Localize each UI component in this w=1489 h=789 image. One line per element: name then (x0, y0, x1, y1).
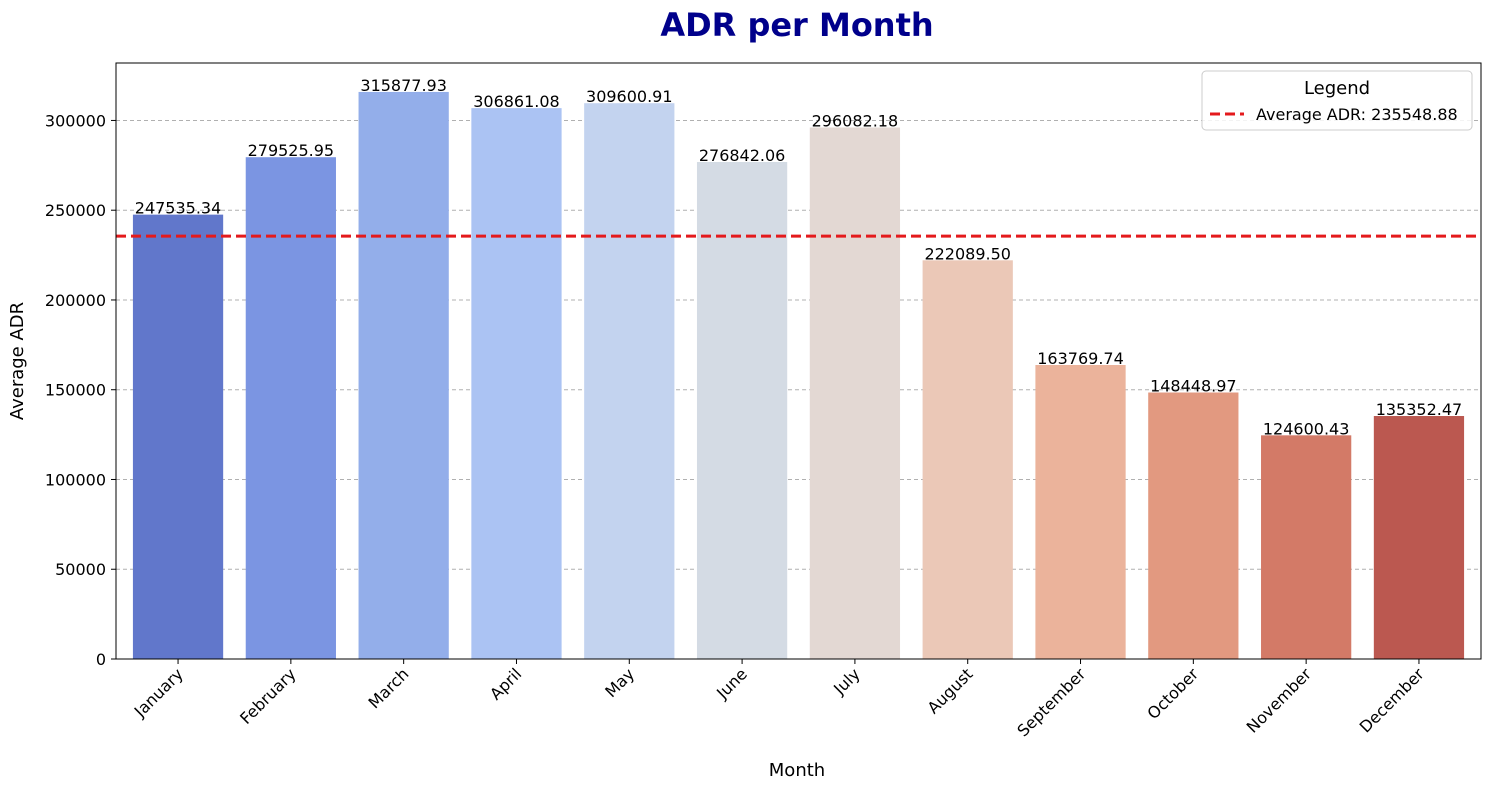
legend-entry-label: Average ADR: 235548.88 (1256, 105, 1458, 124)
y-tick-label: 200000 (45, 291, 106, 310)
y-tick-label: 300000 (45, 111, 106, 130)
bar (1261, 435, 1352, 659)
y-tick-label: 0 (96, 650, 106, 669)
x-tick-label: November (1243, 664, 1316, 737)
data-label: 276842.06 (699, 146, 786, 165)
data-label: 135352.47 (1376, 400, 1463, 419)
x-tick-label: July (829, 664, 863, 698)
x-tick-label: April (486, 664, 525, 703)
bar (922, 260, 1013, 659)
data-label: 222089.50 (924, 244, 1011, 263)
bar (471, 108, 562, 659)
x-tick-label: September (1013, 664, 1089, 740)
bar (245, 157, 336, 659)
legend-box (1201, 70, 1473, 131)
x-tick-label: October (1143, 664, 1202, 723)
y-tick-label: 150000 (45, 381, 106, 400)
data-label: 124600.43 (1263, 419, 1350, 438)
x-tick-label: January (130, 664, 187, 721)
data-label: 309600.91 (586, 87, 673, 106)
bar (809, 127, 901, 659)
x-tick-label: February (236, 664, 300, 728)
bar (696, 162, 788, 659)
y-tick-label: 100000 (45, 470, 106, 489)
bar (1373, 416, 1465, 659)
chart-title: ADR per Month (660, 6, 933, 44)
data-label: 315877.93 (360, 76, 447, 95)
x-tick-label: June (712, 664, 751, 703)
legend-title: Legend (1304, 78, 1370, 99)
grid-lines (116, 119, 1481, 570)
bar (1148, 392, 1239, 659)
data-labels: 247535.34 279525.95 315877.93 306861.08 3096… (135, 76, 1462, 438)
y-tick-label: 50000 (55, 560, 106, 579)
x-tick-label: March (365, 664, 413, 712)
legend: Legend Average ADR: 235548.88 (1201, 70, 1473, 131)
plot-frame (115, 62, 1482, 660)
y-axis-ticks: 0 50000 100000 150000 200000 250000 300000 (45, 111, 116, 669)
bar (132, 214, 224, 659)
x-axis-ticks: January February March April May June July Augu… (130, 659, 1428, 740)
data-label: 163769.74 (1037, 349, 1124, 368)
data-label: 296082.18 (812, 111, 899, 130)
bar (584, 103, 675, 660)
bar (358, 91, 449, 660)
bar (1035, 365, 1126, 659)
x-tick-label: December (1356, 664, 1428, 736)
x-tick-label: August (924, 664, 977, 717)
data-label: 279525.95 (248, 141, 335, 160)
data-label: 148448.97 (1150, 377, 1237, 396)
x-tick-label: May (601, 664, 638, 701)
data-label: 247535.34 (135, 199, 222, 218)
data-label: 306861.08 (473, 92, 560, 111)
x-axis-label: Month (769, 760, 825, 781)
y-tick-label: 250000 (45, 201, 106, 220)
y-axis-label: Average ADR (7, 302, 28, 420)
bars (132, 91, 1465, 660)
